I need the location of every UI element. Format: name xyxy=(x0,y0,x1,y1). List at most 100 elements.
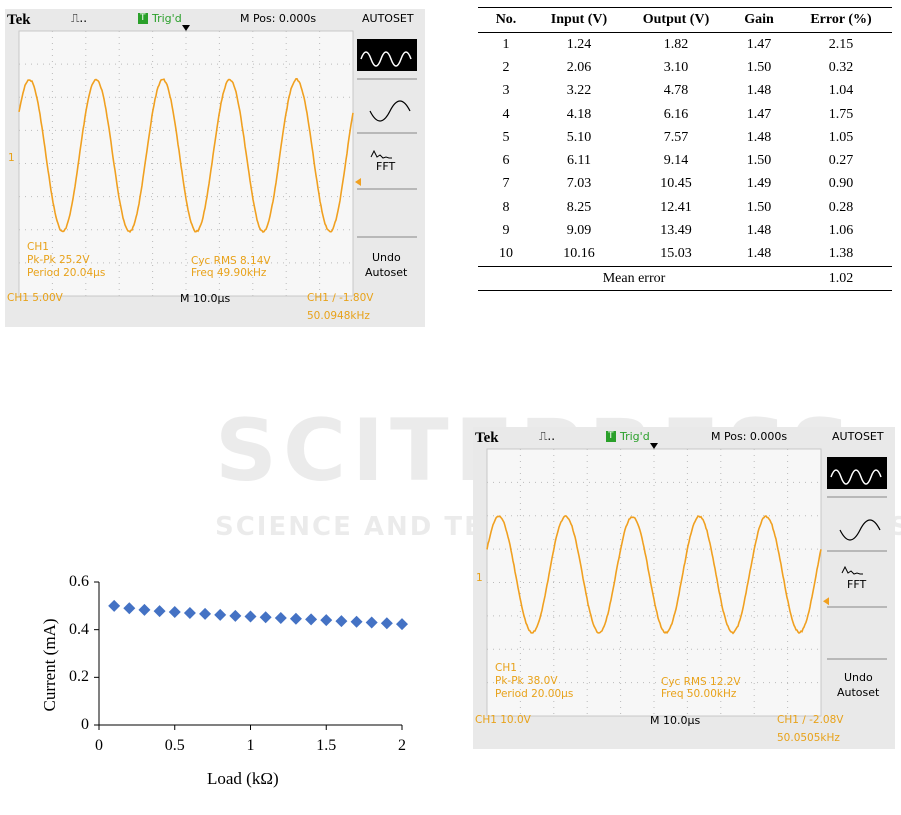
menu-fft-label[interactable]: FFT xyxy=(376,161,395,172)
data-point xyxy=(229,610,241,622)
meas-cyc-rms: Cyc RMS 8.14V xyxy=(191,256,271,267)
table-row: 8 8.25 12.41 1.50 0.28 xyxy=(478,196,892,219)
data-point xyxy=(123,602,135,614)
table-row: 3 3.22 4.78 1.48 1.04 xyxy=(478,80,892,103)
meas-channel: CH1 xyxy=(27,242,49,253)
data-point xyxy=(169,606,181,618)
data-point xyxy=(320,614,332,626)
table-cell: 1.49 xyxy=(728,173,790,196)
table-cell: 12.41 xyxy=(624,196,728,219)
y-tick-label: 0.4 xyxy=(69,621,89,639)
trigger-info: CH1 ∕ -1.80V xyxy=(307,293,373,304)
undo-autoset-label[interactable]: Autoset xyxy=(365,267,407,278)
menu-icons xyxy=(473,427,895,749)
table-cell: 1.05 xyxy=(790,126,892,149)
current-vs-load-chart: 0 0.2 0.4 0.6 0 0.5 1 1.5 2 Load (kΩ) Current (m… xyxy=(0,560,440,810)
table-cell: 3 xyxy=(478,80,534,103)
table-cell: 1.48 xyxy=(728,219,790,242)
table-row: 7 7.03 10.45 1.49 0.90 xyxy=(478,173,892,196)
table-cell: 1.47 xyxy=(728,103,790,126)
data-point xyxy=(138,604,150,616)
fft-icon xyxy=(371,151,392,158)
channel-marker: 1 xyxy=(476,573,483,584)
meas-freq: Freq 50.00kHz xyxy=(661,689,736,700)
menu-fft-label[interactable]: FFT xyxy=(847,579,866,590)
col-header: Error (%) xyxy=(790,8,892,33)
table-cell: 2.15 xyxy=(790,33,892,57)
oscilloscope-screen-1: Tek ⎍.. T Trig'd M Pos: 0.000s AUTOSET F… xyxy=(5,9,425,327)
col-header: Output (V) xyxy=(624,8,728,33)
meas-cyc-rms: Cyc RMS 12.2V xyxy=(661,677,741,688)
table-cell: 5 xyxy=(478,126,534,149)
undo-label[interactable]: Undo xyxy=(844,672,873,683)
table-cell: 8 xyxy=(478,196,534,219)
table-row: 1 1.24 1.82 1.47 2.15 xyxy=(478,33,892,57)
table-cell: 6.16 xyxy=(624,103,728,126)
trigger-frequency: 50.0948kHz xyxy=(307,311,370,322)
table-cell: 1.50 xyxy=(728,56,790,79)
channel-scale: CH1 10.0V xyxy=(475,715,531,726)
table-cell: 7 xyxy=(478,173,534,196)
data-point xyxy=(154,605,166,617)
single-sine-icon xyxy=(840,520,880,540)
data-point xyxy=(335,615,347,627)
table-cell: 6.11 xyxy=(534,149,624,172)
table-cell: 2.06 xyxy=(534,56,624,79)
table-row: 2 2.06 3.10 1.50 0.32 xyxy=(478,56,892,79)
table-cell: 8.25 xyxy=(534,196,624,219)
table-cell: 0.28 xyxy=(790,196,892,219)
undo-label[interactable]: Undo xyxy=(372,252,401,263)
table-cell: 5.10 xyxy=(534,126,624,149)
fft-icon xyxy=(842,567,863,574)
table-cell: 0.90 xyxy=(790,173,892,196)
data-point xyxy=(184,607,196,619)
table-cell: 10.45 xyxy=(624,173,728,196)
table-cell: 1.48 xyxy=(728,243,790,267)
data-point xyxy=(199,608,211,620)
mean-error-value: 1.02 xyxy=(790,266,892,290)
oscilloscope-screen-2: Tek ⎍.. T Trig'd M Pos: 0.000s AUTOSET F… xyxy=(473,427,895,749)
mean-error-label: Mean error xyxy=(478,266,790,290)
multi-sine-icon xyxy=(361,52,411,66)
mean-error-row: Mean error 1.02 xyxy=(478,266,892,290)
table-cell: 1.82 xyxy=(624,33,728,57)
table-cell: 9.14 xyxy=(624,149,728,172)
data-point xyxy=(260,611,272,623)
table-cell: 4 xyxy=(478,103,534,126)
table-cell: 13.49 xyxy=(624,219,728,242)
data-point xyxy=(214,609,226,621)
table-cell: 1.24 xyxy=(534,33,624,57)
table-cell: 2 xyxy=(478,56,534,79)
y-tick-label: 0.6 xyxy=(69,573,89,591)
table-cell: 9 xyxy=(478,219,534,242)
table-cell: 1.38 xyxy=(790,243,892,267)
timebase: M 10.0µs xyxy=(650,715,700,726)
table-cell: 9.09 xyxy=(534,219,624,242)
menu-icons xyxy=(5,9,425,327)
table-cell: 1.47 xyxy=(728,33,790,57)
table-cell: 3.10 xyxy=(624,56,728,79)
table-cell: 6 xyxy=(478,149,534,172)
table-row: 5 5.10 7.57 1.48 1.05 xyxy=(478,126,892,149)
single-sine-icon xyxy=(370,101,410,121)
table-cell: 1.04 xyxy=(790,80,892,103)
table-cell: 0.27 xyxy=(790,149,892,172)
data-point xyxy=(351,616,363,628)
table-row: 6 6.11 9.14 1.50 0.27 xyxy=(478,149,892,172)
channel-marker: 1 xyxy=(8,153,15,164)
y-axis-label: Current (mA) xyxy=(40,605,60,725)
x-tick-label: 0 xyxy=(87,737,111,755)
meas-period: Period 20.04µs xyxy=(27,268,105,279)
undo-autoset-label[interactable]: Autoset xyxy=(837,687,879,698)
meas-period: Period 20.00µs xyxy=(495,689,573,700)
table-cell: 10 xyxy=(478,243,534,267)
y-tick-label: 0.2 xyxy=(69,668,89,686)
data-point xyxy=(290,613,302,625)
table-cell: 1.06 xyxy=(790,219,892,242)
y-tick-label: 0 xyxy=(81,716,89,734)
meas-pk-pk: Pk-Pk 38.0V xyxy=(495,676,558,687)
col-header: Input (V) xyxy=(534,8,624,33)
table-cell: 3.22 xyxy=(534,80,624,103)
data-point xyxy=(275,612,287,624)
meas-freq: Freq 49.90kHz xyxy=(191,268,266,279)
